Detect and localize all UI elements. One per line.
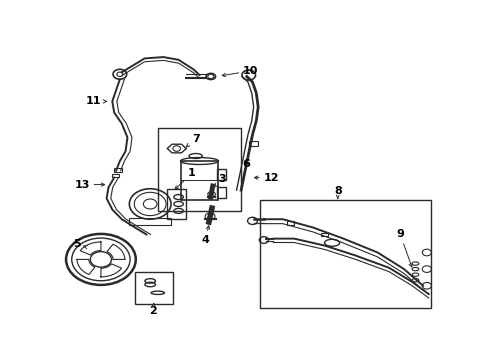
Bar [135,272,173,304]
Text: 12: 12 [263,173,279,183]
Bar [260,200,430,308]
Text: 10: 10 [243,66,258,76]
Bar [129,218,171,225]
Text: 4: 4 [201,235,209,245]
Bar [180,161,218,200]
Text: 11: 11 [85,96,101,107]
Text: 7: 7 [191,134,199,144]
Bar [112,174,119,177]
Bar [167,189,186,219]
Text: 8: 8 [333,186,341,196]
Text: 9: 9 [396,229,404,239]
Bar [248,141,258,146]
Text: 2: 2 [149,306,157,316]
Bar [286,221,294,225]
Text: 13: 13 [74,180,89,190]
Text: 6: 6 [242,158,250,168]
Bar [114,168,122,172]
Bar [216,187,225,198]
Text: 5: 5 [73,239,81,249]
Text: 1: 1 [187,168,195,179]
Bar [158,128,241,211]
Bar [216,169,225,180]
Bar [320,233,327,236]
Text: 3: 3 [218,174,225,184]
